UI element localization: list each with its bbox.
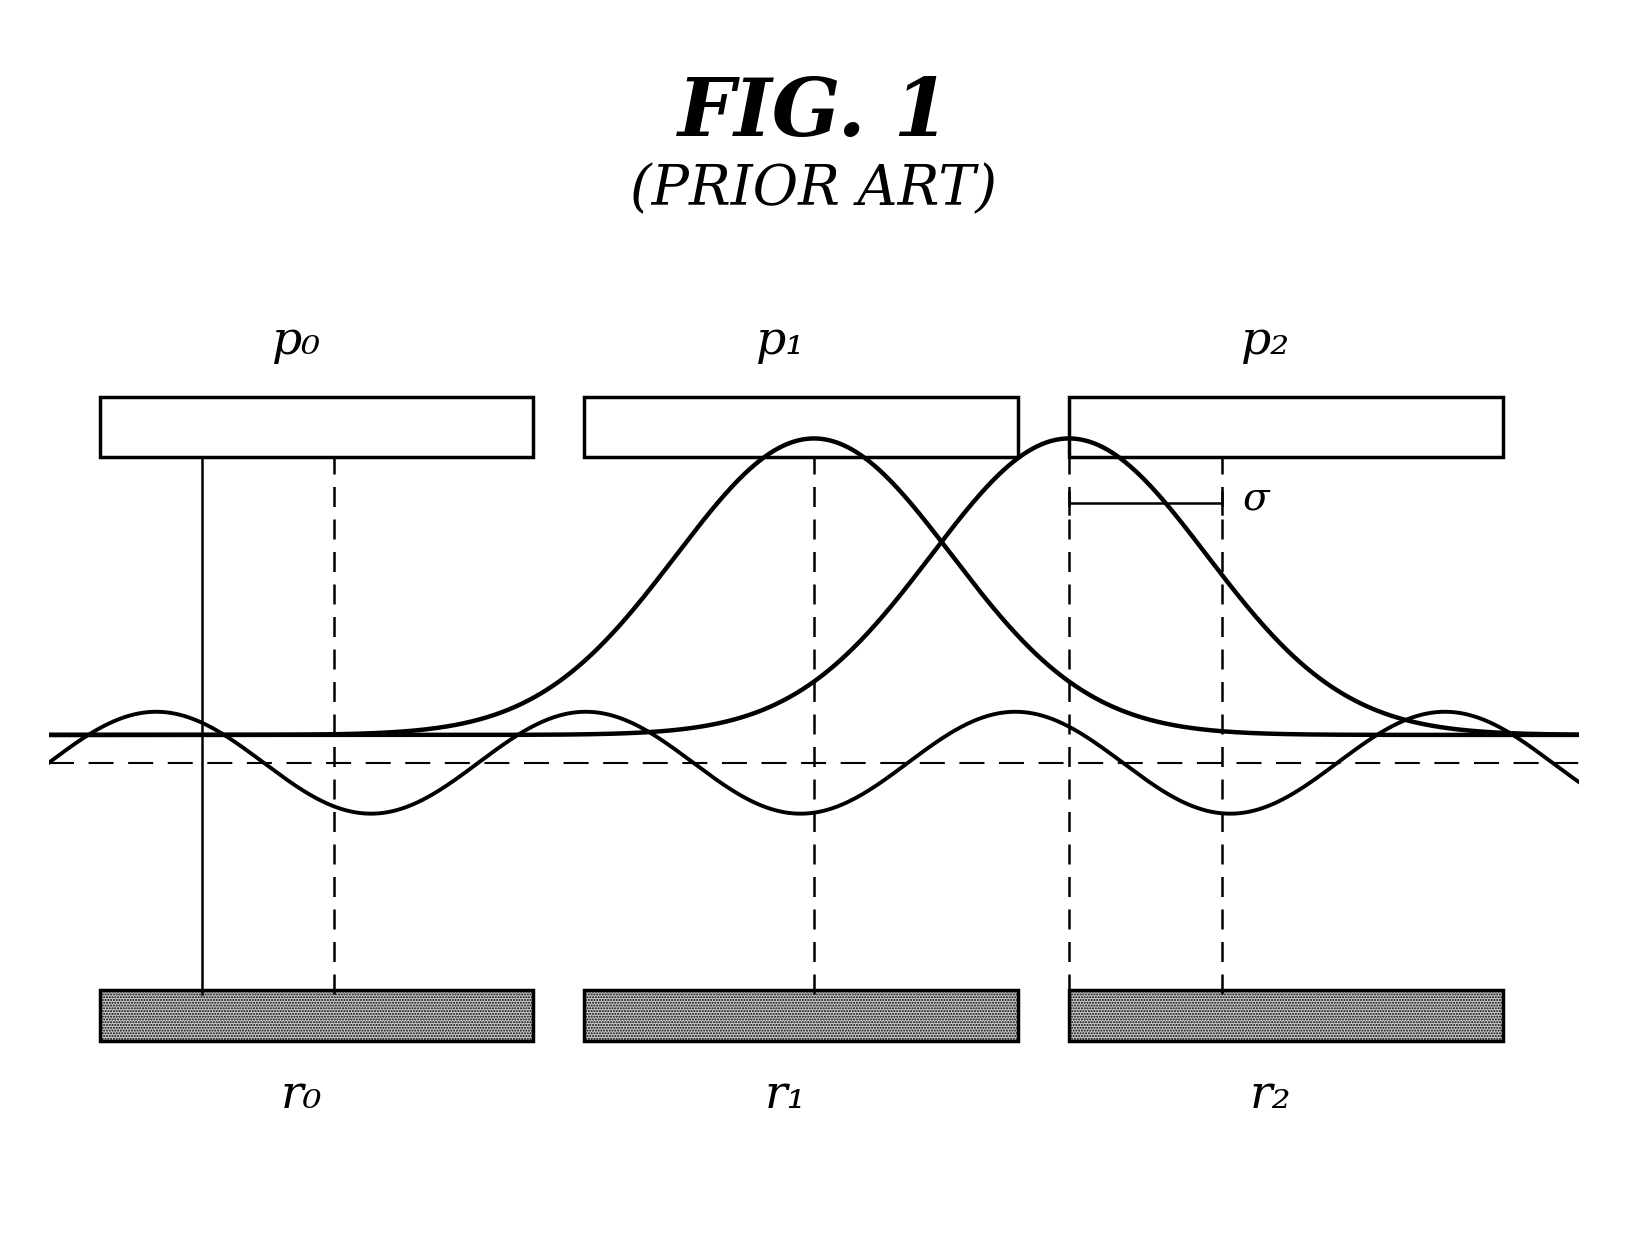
Text: (PRIOR ART): (PRIOR ART) (630, 163, 998, 218)
Bar (584, 397, 1018, 457)
Bar (1070, 397, 1503, 457)
Text: r₂: r₂ (1250, 1073, 1291, 1118)
Bar (99, 397, 534, 457)
Bar (99, 990, 534, 1040)
Bar (584, 990, 1018, 1040)
Text: p₀: p₀ (272, 319, 321, 364)
Text: r₁: r₁ (765, 1073, 807, 1118)
Text: FIG. 1: FIG. 1 (677, 75, 951, 153)
Text: p₂: p₂ (1241, 319, 1289, 364)
Bar (1070, 990, 1503, 1040)
Text: p₁: p₁ (757, 319, 806, 364)
Text: r₀: r₀ (280, 1073, 322, 1118)
Text: σ: σ (1242, 481, 1268, 517)
